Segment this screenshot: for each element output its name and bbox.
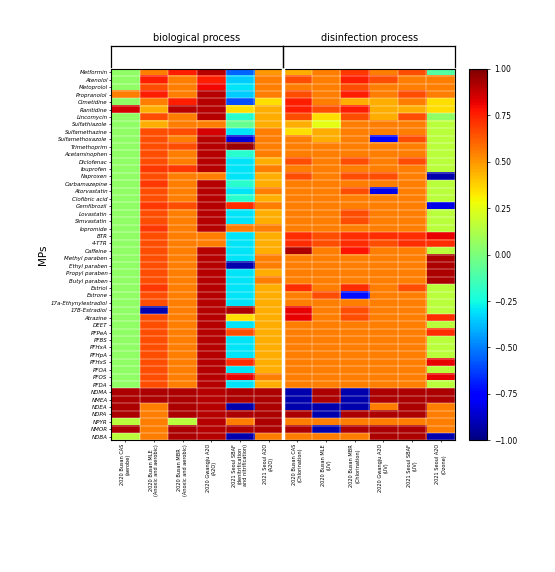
- Text: biological process: biological process: [154, 33, 240, 43]
- Y-axis label: MPs: MPs: [38, 244, 48, 265]
- Text: disinfection process: disinfection process: [320, 33, 417, 43]
